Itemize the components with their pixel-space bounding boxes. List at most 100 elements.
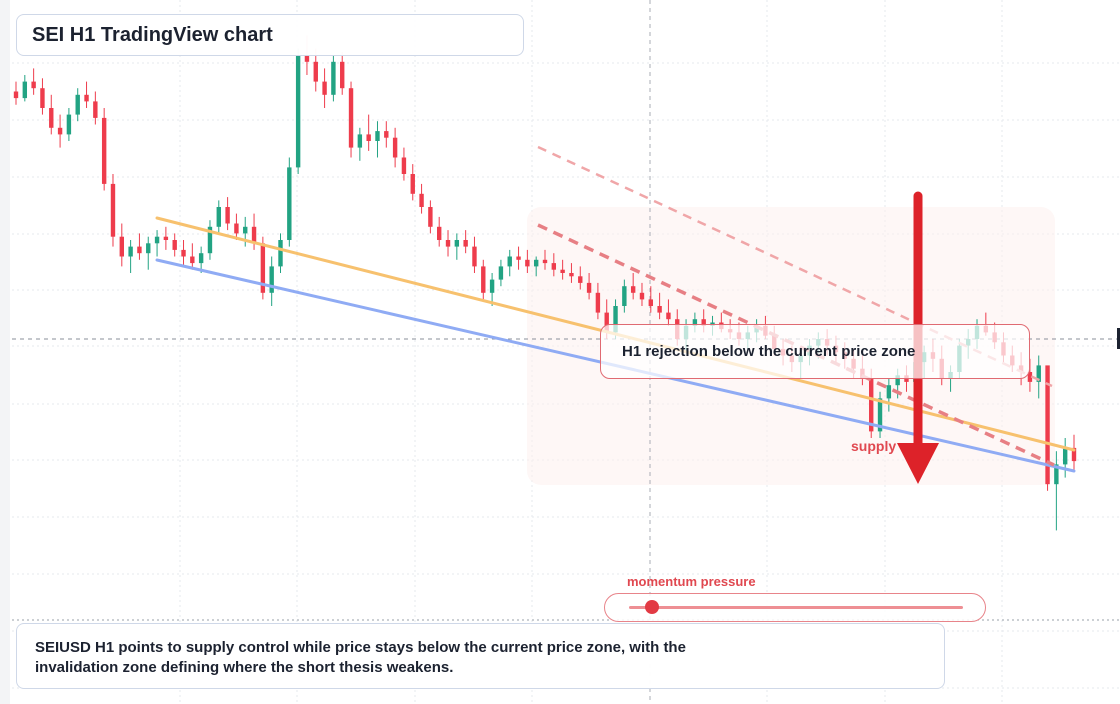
candle-bullish <box>533 259 539 267</box>
candle-bearish <box>630 286 636 293</box>
candle-bullish <box>1036 365 1041 382</box>
candle-bullish <box>146 243 151 254</box>
momentum-label: momentum pressure <box>627 574 756 589</box>
candle-bullish <box>507 256 512 267</box>
candle-bearish <box>481 266 486 293</box>
candle-bearish <box>463 240 468 247</box>
candle-bearish <box>1071 447 1077 462</box>
candle-bullish <box>498 266 504 280</box>
candle-bearish <box>101 117 107 184</box>
candle-bearish <box>225 207 230 224</box>
candle-bearish <box>322 81 327 95</box>
candle-bearish <box>40 88 45 108</box>
candle-bearish <box>595 292 601 313</box>
candle-bearish <box>234 223 239 234</box>
right-edge-marker <box>1117 328 1120 349</box>
candle-bullish <box>66 114 72 135</box>
momentum-track <box>629 606 963 609</box>
candle-bearish <box>428 207 433 227</box>
candle-bearish <box>93 101 98 118</box>
candle-bullish <box>895 375 900 386</box>
candle-bullish <box>128 246 133 257</box>
candle-bullish <box>1054 464 1059 485</box>
candle-bullish <box>278 240 283 267</box>
candle-bearish <box>348 88 354 148</box>
candle-bearish <box>666 312 671 320</box>
candle-bearish <box>1045 365 1050 485</box>
candle-bearish <box>110 183 116 237</box>
candle-bullish <box>295 55 301 168</box>
candle-bearish <box>181 249 186 257</box>
candle-bullish <box>489 279 495 293</box>
candle-bearish <box>84 94 89 102</box>
candle-bearish <box>57 127 63 135</box>
caption-text: SEIUSD H1 points to supply control while… <box>35 639 686 676</box>
candle-bearish <box>119 236 124 257</box>
candle-bullish <box>357 134 363 148</box>
candle-bearish <box>251 226 257 244</box>
zone-label-text: H1 rejection below the current price zon… <box>622 343 916 360</box>
candle-bullish <box>154 236 160 244</box>
candle-bearish <box>525 259 530 267</box>
candle-bearish <box>260 243 266 293</box>
candle-bearish <box>472 246 477 267</box>
candle-bearish <box>340 61 345 89</box>
candle-bullish <box>375 131 380 141</box>
candle-bullish <box>22 81 28 99</box>
momentum-knob[interactable] <box>645 600 660 614</box>
candle-bullish <box>622 286 627 306</box>
candle-bearish <box>604 312 609 333</box>
candle-bullish <box>216 207 221 227</box>
candle-bearish <box>366 134 371 141</box>
chart-title: SEI H1 TradingView chart <box>16 14 524 56</box>
momentum-meter[interactable] <box>604 593 986 622</box>
candle-bearish <box>657 306 662 313</box>
candle-bearish <box>701 319 706 326</box>
candle-bearish <box>401 157 407 174</box>
candle-bullish <box>692 319 698 326</box>
candle-bearish <box>31 81 36 89</box>
candle-bullish <box>877 398 883 432</box>
candle-bearish <box>190 256 195 264</box>
candle-bearish <box>49 108 54 128</box>
candle-bearish <box>313 61 318 82</box>
candle-bearish <box>586 282 592 293</box>
candle-bearish <box>384 131 389 138</box>
candle-bullish <box>886 385 892 399</box>
candle-bearish <box>569 273 574 277</box>
left-edge-bar <box>0 0 10 704</box>
candle-bearish <box>516 256 521 260</box>
zone-label: H1 rejection below the current price zon… <box>600 324 1030 379</box>
candle-bearish <box>304 55 310 62</box>
candle-bearish <box>560 269 565 273</box>
candle-bearish <box>392 137 398 158</box>
candle-bearish <box>163 236 169 240</box>
candle-bearish <box>869 378 874 432</box>
candle-bearish <box>578 276 583 283</box>
candle-bullish <box>198 253 204 264</box>
down-arrow-icon <box>897 191 939 484</box>
candle-bearish <box>410 174 415 194</box>
candle-bearish <box>639 292 645 300</box>
candle-bullish <box>613 306 618 333</box>
candle-bullish <box>454 240 460 247</box>
candle-bearish <box>13 91 19 99</box>
candle-bullish <box>1062 447 1068 465</box>
candle-bullish <box>287 167 292 240</box>
candle-bearish <box>551 263 557 270</box>
candle-bearish <box>419 193 424 207</box>
candle-bearish <box>137 246 142 254</box>
candle-bearish <box>1027 372 1033 382</box>
supply-label: supply <box>851 438 897 454</box>
caption-box: SEIUSD H1 points to supply control while… <box>16 623 945 689</box>
candle-bullish <box>243 226 248 234</box>
candle-bearish <box>648 299 653 306</box>
candle-bullish <box>75 94 80 115</box>
candle-bearish <box>437 226 442 240</box>
candle-bearish <box>445 240 451 247</box>
candle-bearish <box>542 259 548 264</box>
candle-bullish <box>207 226 213 254</box>
channel-line-lower[interactable] <box>537 223 1055 467</box>
candle-bullish <box>331 61 336 95</box>
candle-bullish <box>269 266 274 293</box>
